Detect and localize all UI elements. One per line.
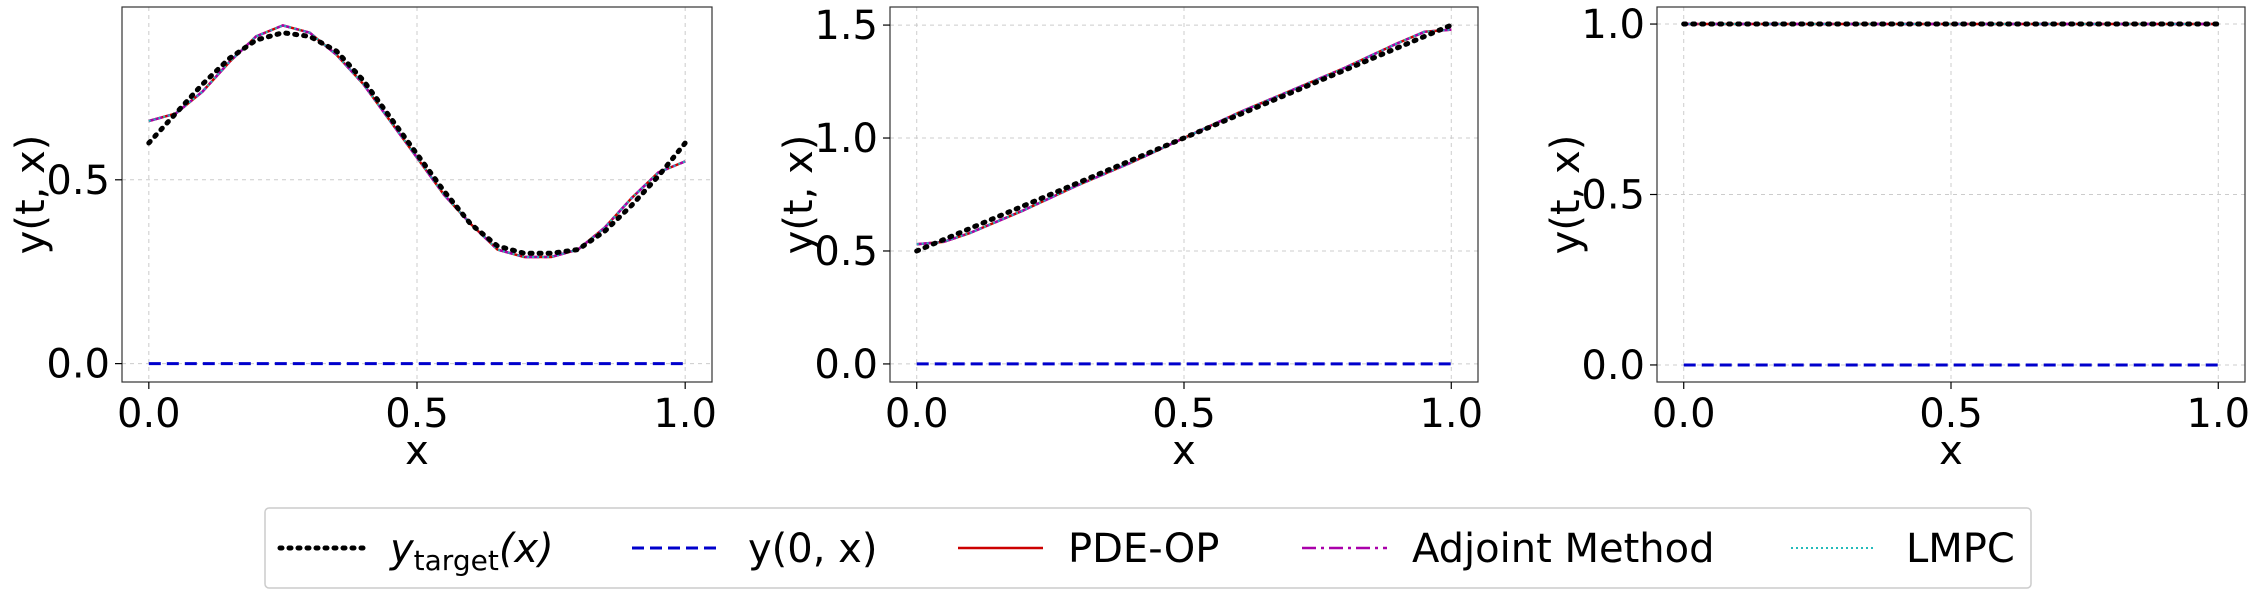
y-axis-label: y(t, x) [1543, 135, 1589, 255]
x-tick-label: 0.0 [885, 391, 949, 437]
x-axis-label: x [1172, 428, 1196, 474]
series-line-lmpc [916, 28, 1452, 246]
series-line-target [146, 30, 688, 256]
legend-label-initial: y(0, x) [748, 526, 877, 572]
legend-label-adjoint: Adjoint Method [1412, 526, 1715, 572]
y-tick-label: 0.5 [46, 158, 110, 204]
legend-label-lmpc: LMPC [1906, 526, 2015, 572]
legend-label-target: ytarget(x) [389, 526, 554, 577]
y-tick-label: 1.5 [814, 3, 878, 49]
x-tick-label: 0.0 [117, 391, 181, 437]
y-tick-label: 0.0 [814, 342, 878, 388]
x-axis-label: x [405, 428, 429, 474]
x-tick-label: 0.5 [1919, 391, 1983, 437]
series-line-target [914, 22, 1454, 254]
legend-label-pde_op: PDE-OP [1068, 526, 1219, 572]
y-tick-label: 1.0 [814, 116, 878, 162]
x-tick-label: 0.5 [1152, 391, 1216, 437]
chart-panel-3: 0.0 0.5 1.0 0.0 0.5 1.0 x y(t, x) [1543, 2, 2250, 474]
y-tick-label: 0.5 [814, 229, 878, 275]
x-tick-label: 1.0 [653, 391, 717, 437]
x-tick-label: 1.0 [1419, 391, 1483, 437]
legend: ytarget(x) y(0, x) PDE-OP Adjoint Method LMP… [264, 507, 2032, 589]
y-tick-label: 0.0 [1581, 343, 1645, 389]
x-axis-label: x [1939, 428, 1963, 474]
legend-frame [264, 507, 2032, 589]
x-tick-label: 0.0 [1652, 391, 1716, 437]
chart-panel-2: 0.0 0.5 1.0 0.0 0.5 1.0 1.5 x y(t, x) [776, 3, 1483, 474]
y-tick-label: 0.5 [1581, 173, 1645, 219]
x-tick-label: 1.0 [2186, 391, 2250, 437]
y-axis-label: y(t, x) [8, 135, 54, 255]
y-axis-label: y(t, x) [776, 135, 822, 255]
y-tick-label: 1.0 [1581, 2, 1645, 48]
x-tick-label: 0.5 [385, 391, 449, 437]
chart-panel-1: 0.0 0.5 1.00.00.5xy(t, x) [8, 6, 717, 474]
y-tick-label: 0.0 [46, 342, 110, 388]
